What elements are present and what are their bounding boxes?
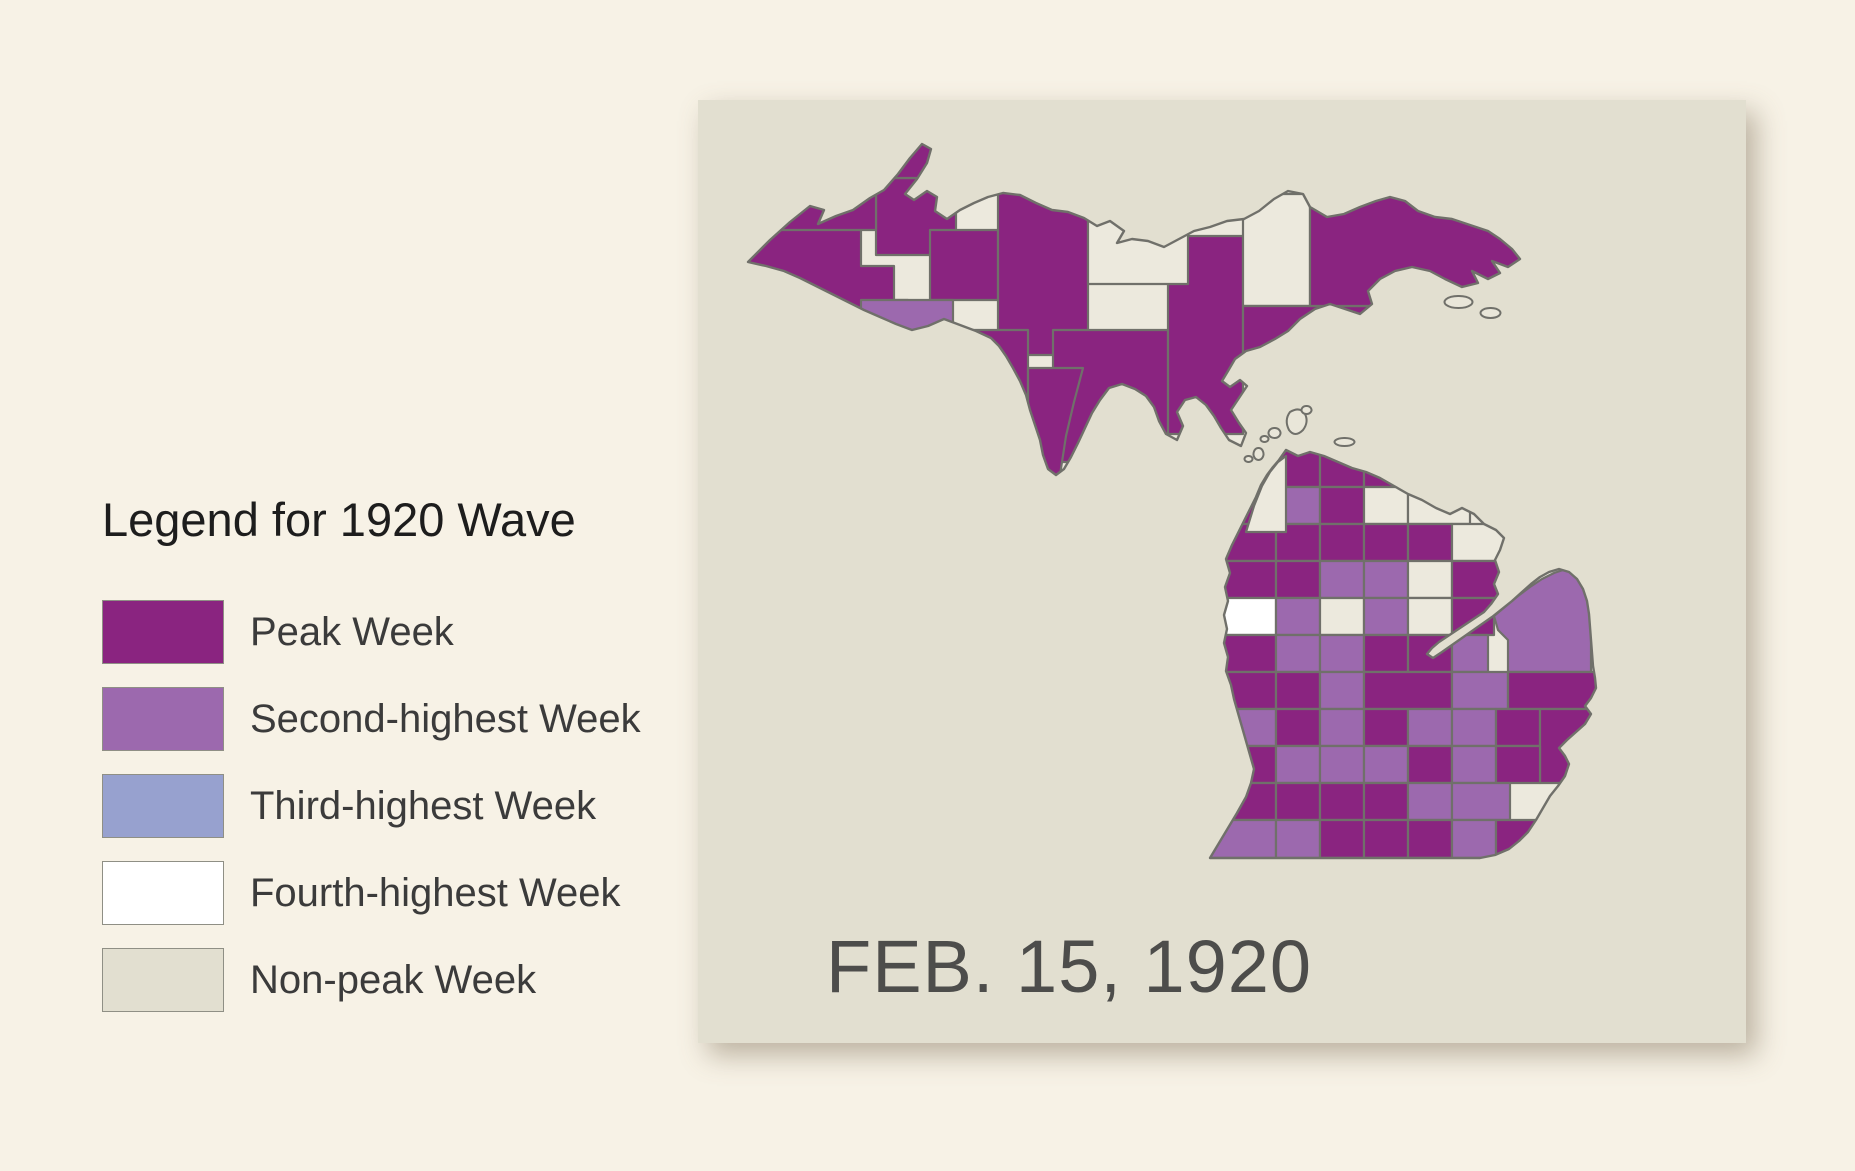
- county-dickinson: [951, 328, 1030, 404]
- county-chippewa: [1308, 172, 1520, 308]
- legend: Legend for 1920 Wave Peak Week Second-hi…: [102, 492, 682, 1035]
- legend-item-label: Second-highest Week: [250, 696, 641, 741]
- county-van-buren: [1214, 781, 1278, 822]
- county-mecosta: [1318, 633, 1366, 674]
- county-shiawassee: [1406, 707, 1454, 748]
- third-highest-swatch: [102, 774, 224, 838]
- county-luce: [1241, 192, 1312, 308]
- lower-peninsula-coastline: [1208, 448, 1598, 860]
- county-ionia: [1318, 707, 1366, 748]
- legend-item-second: Second-highest Week: [102, 687, 682, 751]
- upper-peninsula-coastline: [746, 142, 1522, 477]
- county-st-joseph: [1318, 818, 1366, 858]
- second-highest-swatch: [102, 687, 224, 751]
- county-gratiot: [1318, 670, 1366, 711]
- county-kalkaska: [1318, 522, 1366, 563]
- county-osceola: [1318, 596, 1366, 637]
- county-wexford: [1274, 559, 1322, 600]
- legend-item-label: Third-highest Week: [250, 783, 597, 828]
- island-shape: [1259, 435, 1270, 443]
- county-oscoda: [1406, 522, 1454, 563]
- county-iosco: [1450, 559, 1504, 600]
- fourth-highest-swatch: [102, 861, 224, 925]
- legend-item-label: Peak Week: [250, 609, 454, 654]
- county-genesee: [1450, 707, 1498, 748]
- county-jackson: [1362, 781, 1410, 822]
- island-shape: [1333, 437, 1356, 447]
- county-hillsdale: [1406, 818, 1454, 858]
- county-lake: [1274, 596, 1322, 637]
- county-clinton: [1362, 707, 1410, 748]
- county-washtenaw: [1406, 781, 1454, 822]
- county-ogemaw: [1406, 559, 1454, 600]
- county-allegan: [1214, 744, 1278, 785]
- county-cass: [1274, 818, 1322, 858]
- county-midland: [1406, 633, 1454, 674]
- county-crawford: [1362, 522, 1410, 563]
- county-lenawee: [1450, 818, 1498, 858]
- island-shape: [1443, 295, 1474, 309]
- county-oakland: [1450, 744, 1498, 785]
- date-label: FEB. 15, 1920: [826, 925, 1313, 1008]
- county-livingston: [1406, 744, 1454, 785]
- county-huron: [1492, 567, 1593, 674]
- county-berrien: [1210, 818, 1278, 858]
- county-montmorency: [1362, 485, 1410, 526]
- county-branch: [1362, 818, 1410, 858]
- map-panel: FEB. 15, 1920: [698, 100, 1746, 1043]
- island-shape: [1300, 405, 1313, 415]
- legend-item-label: Non-peak Week: [250, 957, 537, 1002]
- island-shape: [1243, 455, 1254, 463]
- county-clare: [1362, 596, 1410, 637]
- county-baraga: [928, 228, 1000, 302]
- peak-week-swatch: [102, 600, 224, 664]
- michigan-county-map: [746, 142, 1598, 860]
- legend-rows: Peak Week Second-highest Week Third-high…: [102, 600, 682, 1012]
- county-keweenaw: [876, 144, 952, 180]
- county-alpena: [1406, 485, 1472, 526]
- county-newaygo: [1274, 633, 1322, 674]
- legend-item-third: Third-highest Week: [102, 774, 682, 838]
- county-gladwin: [1406, 596, 1454, 637]
- county-st-clair: [1538, 707, 1596, 785]
- legend-item-fourth: Fourth-highest Week: [102, 861, 682, 925]
- county-roscommon: [1362, 559, 1410, 600]
- island-shape: [1267, 427, 1282, 439]
- county-leelanau: [1244, 454, 1288, 534]
- county-iron: [859, 298, 955, 370]
- county-mackinac: [1241, 304, 1400, 372]
- county-wayne: [1450, 781, 1512, 822]
- county-lapeer: [1494, 707, 1542, 748]
- county-calhoun: [1318, 781, 1366, 822]
- legend-item-nonpeak: Non-peak Week: [102, 948, 682, 1012]
- county-saginaw: [1362, 670, 1454, 711]
- county-kent: [1274, 707, 1322, 748]
- county-barry: [1274, 744, 1322, 785]
- legend-item-label: Fourth-highest Week: [250, 870, 621, 915]
- county-schoolcraft: [1166, 234, 1245, 436]
- county-isabella: [1362, 633, 1410, 674]
- county-sanilac: [1506, 670, 1596, 711]
- county-kalamazoo: [1274, 781, 1322, 822]
- county-cheboygan: [1318, 450, 1366, 489]
- island-shape: [1479, 307, 1502, 319]
- county-eaton: [1318, 744, 1366, 785]
- county-missaukee: [1318, 559, 1366, 600]
- county-muskegon: [1214, 670, 1278, 711]
- county-montcalm: [1274, 670, 1322, 711]
- legend-item-peak: Peak Week: [102, 600, 682, 664]
- county-tuscola: [1450, 670, 1510, 711]
- county-ingham: [1362, 744, 1410, 785]
- island-shape: [1252, 447, 1265, 461]
- non-peak-swatch: [102, 948, 224, 1012]
- county-macomb: [1494, 744, 1542, 785]
- county-otsego: [1318, 485, 1366, 526]
- county-presque-isle: [1362, 450, 1470, 489]
- legend-title: Legend for 1920 Wave: [102, 493, 576, 546]
